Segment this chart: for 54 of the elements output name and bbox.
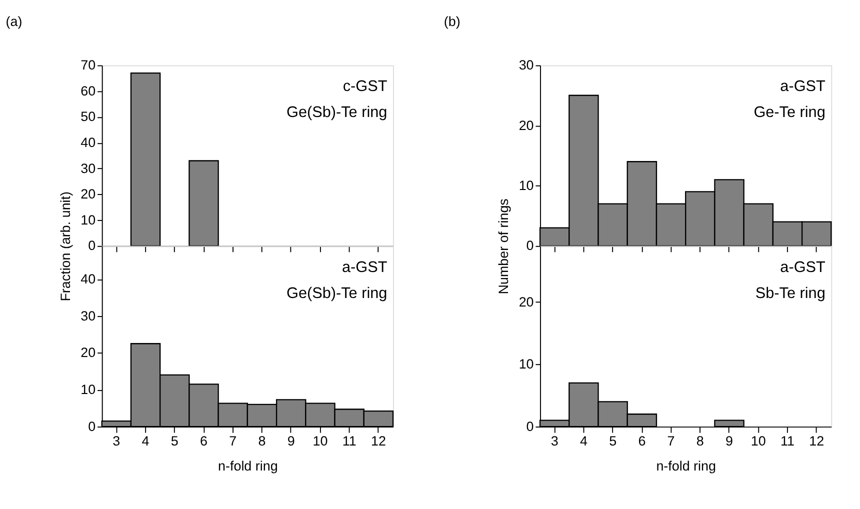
annotation: a-GST <box>342 258 388 276</box>
y-tick-label: 0 <box>88 418 96 434</box>
y-tick-label: 0 <box>526 418 534 434</box>
x-tick-label: 12 <box>370 433 386 448</box>
y-tick-label: 20 <box>80 345 96 360</box>
y-tick-label: 20 <box>518 294 534 310</box>
x-tick-label: 6 <box>200 433 208 448</box>
annotation: Ge(Sb)-Te ring <box>286 104 388 122</box>
y-tick-label: 20 <box>518 118 534 133</box>
chart-title: (b) <box>444 14 460 29</box>
x-tick-label: 3 <box>550 433 558 448</box>
x-axis-title: n-fold ring <box>656 458 716 474</box>
x-tick-label: 8 <box>258 433 266 448</box>
x-tick-label: 8 <box>696 433 704 448</box>
annotation: Sb-Te ring <box>755 284 826 302</box>
x-tick-label: 7 <box>667 433 675 448</box>
y-tick-label: 10 <box>80 382 96 398</box>
y-tick-label: 10 <box>518 178 534 194</box>
x-tick-label: 6 <box>638 433 646 448</box>
x-tick-label: 11 <box>342 433 356 448</box>
y-tick-label: 0 <box>526 238 534 254</box>
annotation: a-GST <box>780 258 826 276</box>
x-tick-label: 4 <box>142 433 150 448</box>
x-tick-label: 10 <box>312 433 328 448</box>
y-tick-label: 10 <box>80 212 96 228</box>
x-tick-label: 10 <box>750 433 766 448</box>
y-tick-label: 50 <box>80 109 96 124</box>
x-axis-title: n-fold ring <box>218 458 278 474</box>
y-tick-label: 60 <box>80 83 96 98</box>
y-axis-title: Fraction (arb. unit) <box>58 192 74 302</box>
annotation: c-GST <box>342 78 388 96</box>
y-tick-label: 30 <box>518 58 534 73</box>
annotation: Ge-Te ring <box>754 104 826 122</box>
y-tick-label: 20 <box>80 186 96 202</box>
y-tick-label: 70 <box>80 58 96 73</box>
annotation: a-GST <box>780 78 826 96</box>
x-tick-label: 9 <box>287 433 295 448</box>
y-tick-label: 30 <box>80 160 96 176</box>
x-tick-label: 5 <box>170 433 178 448</box>
y-axis-title: Number of rings <box>496 198 512 294</box>
y-tick-label: 10 <box>518 356 534 372</box>
x-tick-label: 7 <box>229 433 237 448</box>
y-tick-label: 40 <box>80 135 96 150</box>
annotation: Ge(Sb)-Te ring <box>286 284 388 302</box>
x-tick-label: 5 <box>609 433 617 448</box>
x-tick-label: 3 <box>112 433 120 448</box>
x-tick-label: 12 <box>809 433 824 448</box>
y-tick-label: 40 <box>80 271 96 286</box>
x-tick-label: 9 <box>726 433 734 448</box>
x-tick-label: 11 <box>780 433 794 448</box>
chart-title: (a) <box>6 14 22 29</box>
x-tick-label: 4 <box>580 433 588 448</box>
y-tick-label: 0 <box>88 238 96 254</box>
y-tick-label: 30 <box>80 308 96 324</box>
